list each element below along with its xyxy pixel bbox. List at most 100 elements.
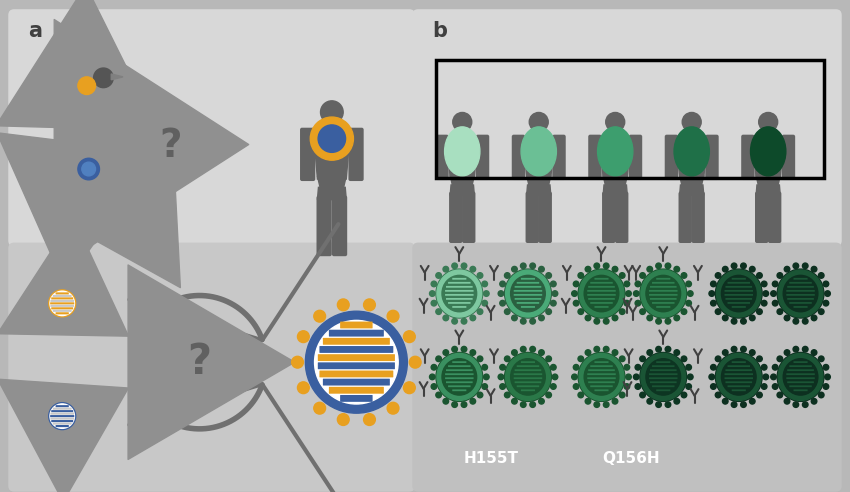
Circle shape <box>606 113 625 131</box>
FancyBboxPatch shape <box>448 282 471 284</box>
Circle shape <box>551 384 556 389</box>
FancyBboxPatch shape <box>786 290 815 292</box>
FancyBboxPatch shape <box>340 322 372 329</box>
Circle shape <box>635 384 641 389</box>
Circle shape <box>640 309 645 314</box>
FancyBboxPatch shape <box>794 278 808 279</box>
Circle shape <box>41 309 48 315</box>
Circle shape <box>79 300 85 307</box>
Circle shape <box>552 291 558 296</box>
Circle shape <box>656 263 661 269</box>
Ellipse shape <box>641 353 686 400</box>
Circle shape <box>666 402 671 407</box>
Circle shape <box>722 350 728 355</box>
FancyBboxPatch shape <box>536 130 542 137</box>
Circle shape <box>500 301 506 306</box>
Circle shape <box>647 315 653 321</box>
Circle shape <box>47 316 53 322</box>
FancyBboxPatch shape <box>50 418 74 420</box>
Polygon shape <box>450 176 474 186</box>
FancyBboxPatch shape <box>8 9 415 246</box>
FancyBboxPatch shape <box>300 128 315 181</box>
Circle shape <box>793 318 799 324</box>
FancyBboxPatch shape <box>329 387 384 394</box>
Circle shape <box>482 301 488 306</box>
FancyBboxPatch shape <box>732 306 745 308</box>
FancyBboxPatch shape <box>725 369 752 371</box>
Polygon shape <box>81 191 97 198</box>
Circle shape <box>683 113 701 131</box>
Ellipse shape <box>716 269 762 318</box>
Circle shape <box>688 291 693 296</box>
FancyBboxPatch shape <box>650 298 677 300</box>
Circle shape <box>520 346 526 352</box>
FancyBboxPatch shape <box>615 191 628 243</box>
Circle shape <box>64 432 70 438</box>
FancyBboxPatch shape <box>790 282 812 284</box>
Circle shape <box>785 399 790 404</box>
Circle shape <box>722 315 728 321</box>
Polygon shape <box>680 176 704 186</box>
FancyBboxPatch shape <box>794 389 808 391</box>
Circle shape <box>76 404 83 411</box>
Circle shape <box>54 319 61 326</box>
FancyBboxPatch shape <box>445 290 473 292</box>
FancyBboxPatch shape <box>650 381 677 383</box>
FancyBboxPatch shape <box>732 361 745 363</box>
Ellipse shape <box>505 269 552 318</box>
Circle shape <box>740 346 746 352</box>
Polygon shape <box>604 185 627 195</box>
Circle shape <box>50 404 75 429</box>
FancyBboxPatch shape <box>656 361 671 363</box>
Circle shape <box>551 365 556 370</box>
Circle shape <box>76 422 83 428</box>
Circle shape <box>594 318 599 324</box>
FancyBboxPatch shape <box>55 425 69 427</box>
Circle shape <box>82 162 95 176</box>
Circle shape <box>314 320 398 404</box>
Circle shape <box>470 266 476 272</box>
Circle shape <box>777 309 783 314</box>
Circle shape <box>64 319 70 326</box>
Circle shape <box>773 365 778 370</box>
Circle shape <box>731 402 737 407</box>
Circle shape <box>39 413 46 419</box>
FancyBboxPatch shape <box>649 373 677 375</box>
Ellipse shape <box>511 276 546 312</box>
Circle shape <box>530 318 536 324</box>
FancyBboxPatch shape <box>588 369 615 371</box>
Circle shape <box>711 301 717 306</box>
Circle shape <box>54 432 61 438</box>
Circle shape <box>443 399 449 404</box>
Circle shape <box>39 300 46 307</box>
FancyBboxPatch shape <box>513 377 542 379</box>
Polygon shape <box>527 176 551 186</box>
Text: ?: ? <box>187 341 212 383</box>
Text: ?: ? <box>159 127 181 165</box>
Circle shape <box>674 266 679 272</box>
FancyBboxPatch shape <box>448 385 471 387</box>
Circle shape <box>620 356 625 362</box>
Ellipse shape <box>505 352 552 401</box>
Circle shape <box>573 301 579 306</box>
Circle shape <box>539 266 544 272</box>
FancyBboxPatch shape <box>513 373 542 375</box>
FancyBboxPatch shape <box>79 201 89 238</box>
FancyBboxPatch shape <box>691 191 705 243</box>
FancyBboxPatch shape <box>50 415 74 417</box>
Circle shape <box>504 273 510 278</box>
Circle shape <box>484 374 489 380</box>
FancyBboxPatch shape <box>728 282 750 284</box>
Circle shape <box>773 281 778 287</box>
Circle shape <box>585 399 591 404</box>
Circle shape <box>47 429 53 435</box>
FancyBboxPatch shape <box>517 302 539 304</box>
FancyBboxPatch shape <box>445 377 473 379</box>
Circle shape <box>298 331 309 342</box>
Circle shape <box>666 263 671 269</box>
FancyBboxPatch shape <box>787 381 813 383</box>
FancyBboxPatch shape <box>590 385 613 387</box>
Circle shape <box>530 402 536 407</box>
FancyBboxPatch shape <box>318 354 395 361</box>
FancyBboxPatch shape <box>88 201 99 238</box>
